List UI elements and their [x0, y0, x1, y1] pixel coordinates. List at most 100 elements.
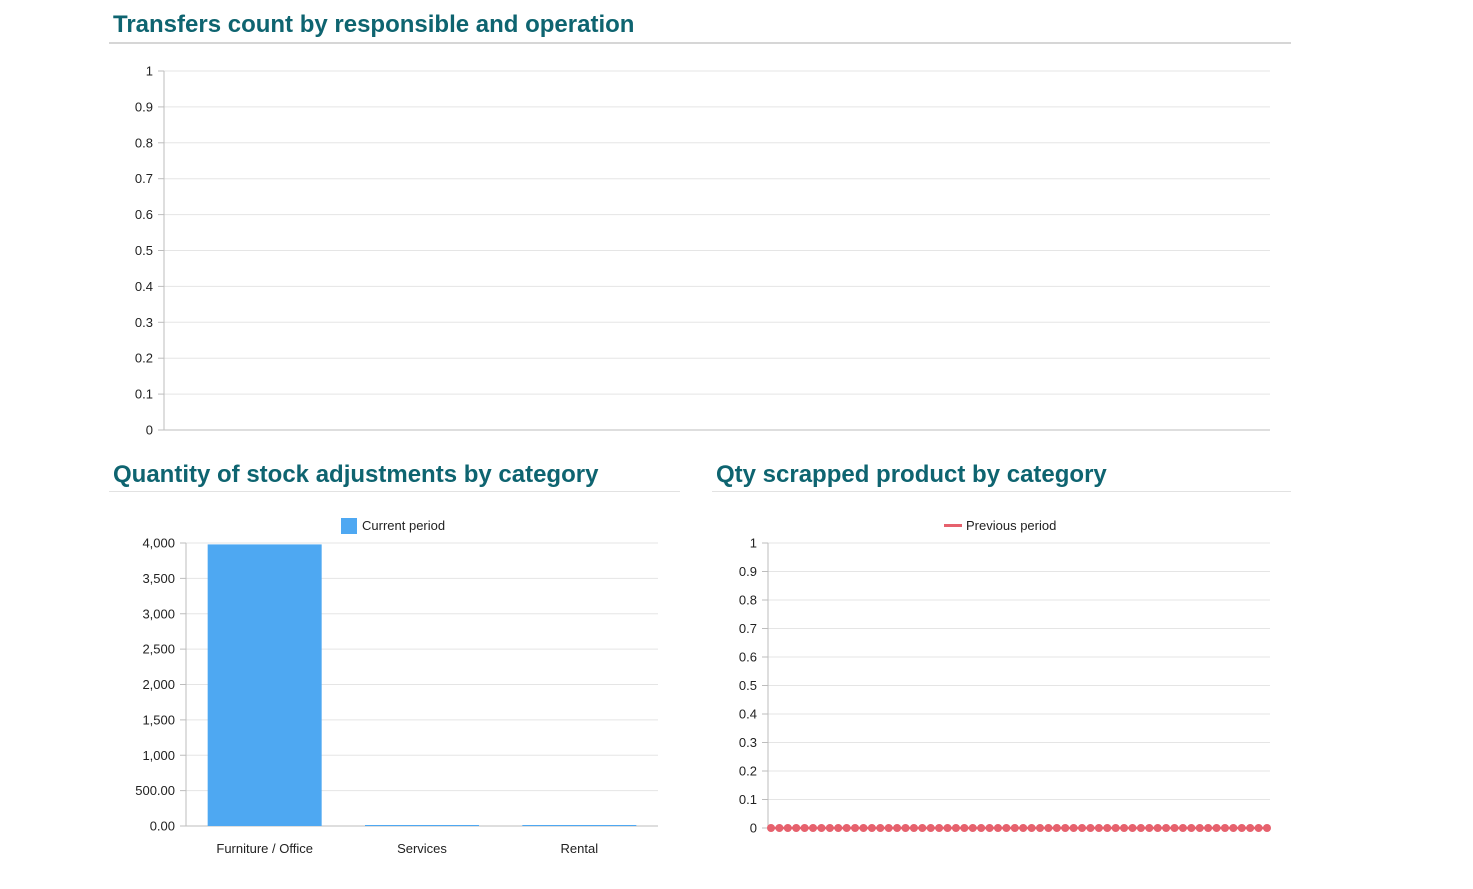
scrapped-section: Qty scrapped product by category: [712, 460, 1291, 870]
scrapped-legend-label: Previous period: [966, 518, 1056, 533]
transfers-y-tick-label: 0.3: [135, 315, 153, 330]
scrapped-data-point: [775, 824, 784, 832]
scrapped-data-point: [1254, 824, 1263, 832]
scrapped-data-point: [1128, 824, 1137, 832]
scrapped-data-point: [1103, 824, 1112, 832]
scrapped-data-point: [993, 824, 1002, 832]
scrapped-data-point: [1027, 824, 1036, 832]
scrapped-data-point: [1145, 824, 1154, 832]
scrapped-data-point: [1120, 824, 1129, 832]
scrapped-data-point: [1052, 824, 1061, 832]
scrapped-data-point: [809, 824, 818, 832]
transfers-y-tick-label: 0.2: [135, 351, 153, 366]
scrapped-y-tick-label: 0.6: [739, 650, 757, 665]
transfers-chart-title: Transfers count by responsible and opera…: [113, 11, 635, 38]
scrapped-chart-title: Qty scrapped product by category: [716, 461, 1107, 488]
adjustments-legend-label: Current period: [362, 518, 445, 533]
scrapped-data-point: [1246, 824, 1255, 832]
scrapped-data-point: [817, 824, 826, 832]
scrapped-data-point: [926, 824, 935, 832]
scrapped-data-point: [884, 824, 893, 832]
adjustments-y-tick-label: 500.00: [135, 783, 175, 798]
scrapped-data-point: [901, 824, 910, 832]
scrapped-y-tick-label: 0.5: [739, 678, 757, 693]
scrapped-data-point: [1094, 824, 1103, 832]
scrapped-data-point: [825, 824, 834, 832]
transfers-section: Transfers count by responsible and opera…: [109, 10, 1291, 440]
scrapped-data-point: [960, 824, 969, 832]
scrapped-data-point: [834, 824, 843, 832]
scrapped-y-tick-label: 0.2: [739, 764, 757, 779]
scrapped-data-point: [767, 824, 775, 832]
transfers-y-tick-label: 0.4: [135, 279, 153, 294]
scrapped-data-point: [851, 824, 860, 832]
scrapped-y-tick-label: 0.9: [739, 564, 757, 579]
scrapped-data-point: [968, 824, 977, 832]
transfers-y-tick-label: 0.6: [135, 207, 153, 222]
adjustments-y-tick-label: 1,500: [142, 712, 175, 727]
scrapped-data-point: [1229, 824, 1238, 832]
adjustments-y-tick-label: 3,500: [142, 571, 175, 586]
scrapped-data-point: [1044, 824, 1053, 832]
scrapped-data-point: [867, 824, 876, 832]
scrapped-data-point: [1237, 824, 1246, 832]
scrapped-data-point: [893, 824, 902, 832]
scrapped-data-point: [1111, 824, 1120, 832]
transfers-y-tick-label: 0: [146, 423, 153, 438]
adjustments-bar: [207, 544, 322, 826]
scrapped-data-point: [1162, 824, 1171, 832]
scrapped-data-point: [792, 824, 801, 832]
scrapped-data-point: [943, 824, 952, 832]
scrapped-data-point: [985, 824, 994, 832]
scrapped-data-point: [1061, 824, 1070, 832]
scrapped-data-point: [1078, 824, 1087, 832]
scrapped-data-point: [1136, 824, 1145, 832]
transfers-y-tick-label: 0.9: [135, 99, 153, 114]
transfers-y-tick-label: 0.5: [135, 243, 153, 258]
scrapped-data-point: [1019, 824, 1028, 832]
adjustments-bar: [522, 825, 637, 826]
scrapped-y-tick-label: 0.3: [739, 735, 757, 750]
scrapped-data-point: [1204, 824, 1213, 832]
scrapped-data-point: [783, 824, 792, 832]
scrapped-y-tick-label: 0.8: [739, 593, 757, 608]
adjustments-y-tick-label: 4,000: [142, 536, 175, 551]
scrapped-data-point: [909, 824, 918, 832]
scrapped-y-tick-label: 0.4: [739, 707, 757, 722]
scrapped-data-point: [977, 824, 986, 832]
adjustments-y-tick-label: 1,000: [142, 748, 175, 763]
adjustments-x-tick-label: Rental: [561, 841, 599, 856]
adjustments-y-tick-label: 3,000: [142, 606, 175, 621]
scrapped-legend-swatch: [944, 524, 962, 527]
scrapped-data-point: [1153, 824, 1162, 832]
scrapped-y-tick-label: 0.7: [739, 621, 757, 636]
scrapped-data-point: [842, 824, 851, 832]
adjustments-title-divider: [109, 491, 680, 492]
scrapped-data-point: [1086, 824, 1095, 832]
scrapped-data-point: [951, 824, 960, 832]
scrapped-y-tick-label: 0: [750, 821, 757, 836]
scrapped-data-point: [918, 824, 927, 832]
transfers-title-divider: [109, 42, 1291, 44]
scrapped-data-point: [1195, 824, 1204, 832]
scrapped-data-point: [1187, 824, 1196, 832]
transfers-y-tick-label: 0.8: [135, 135, 153, 150]
adjustments-bar: [365, 825, 479, 826]
transfers-y-tick-label: 1: [146, 64, 153, 79]
scrapped-data-point: [1178, 824, 1187, 832]
scrapped-data-point: [1212, 824, 1221, 832]
scrapped-data-point: [800, 824, 809, 832]
transfers-y-tick-label: 0.1: [135, 387, 153, 402]
scrapped-title-divider: [712, 491, 1291, 492]
scrapped-data-point: [1220, 824, 1229, 832]
scrapped-data-point: [876, 824, 885, 832]
scrapped-data-point: [859, 824, 868, 832]
adjustments-chart-title: Quantity of stock adjustments by categor…: [113, 461, 599, 488]
adjustments-y-tick-label: 0.00: [150, 819, 175, 834]
adjustments-x-tick-label: Services: [397, 841, 447, 856]
adjustments-y-tick-label: 2,000: [142, 677, 175, 692]
adjustments-x-tick-label: Furniture / Office: [216, 841, 313, 856]
scrapped-data-point: [1010, 824, 1019, 832]
scrapped-data-point: [1170, 824, 1179, 832]
